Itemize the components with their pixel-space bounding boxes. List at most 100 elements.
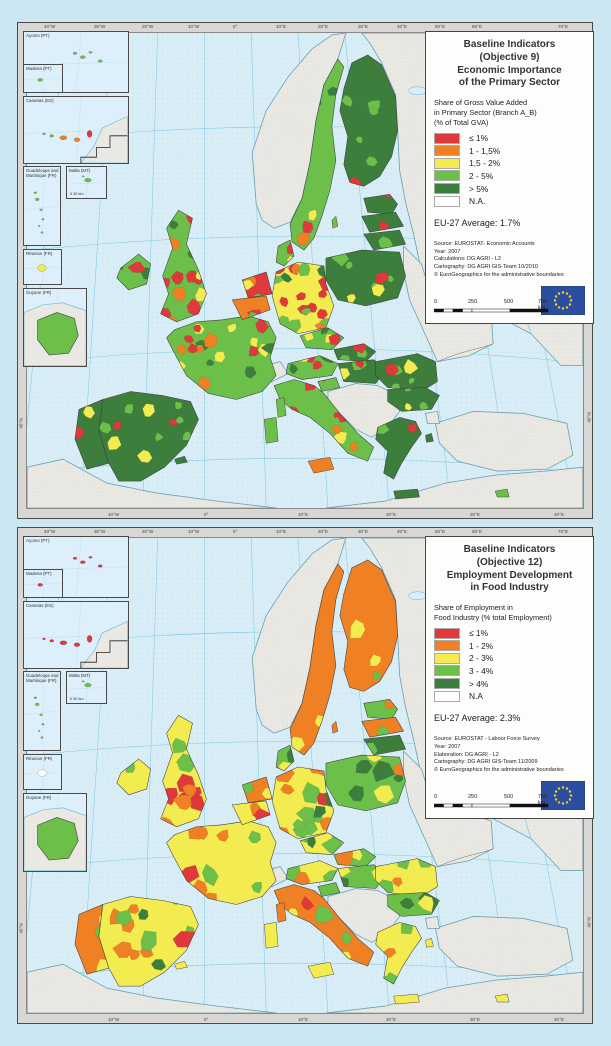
region-PL	[325, 250, 406, 306]
tick-longitude: 10°E	[298, 1017, 309, 1022]
legend-subtitle: Share of Employment in Food Industry (% t…	[434, 603, 585, 623]
region-FR	[166, 315, 277, 400]
region-FI	[339, 559, 398, 692]
scale-bar: 0 250 500 750 km	[434, 298, 549, 315]
region-SK	[333, 848, 376, 867]
scale-tick-label: 500	[504, 298, 514, 305]
legend-title-line: of the Primary Sector	[458, 77, 561, 89]
inset-island	[73, 642, 81, 647]
legend-class-row: 1 - 1,5%	[434, 145, 585, 157]
inset-scale-label: 0 30 km	[70, 192, 84, 196]
legend-color-swatch	[434, 652, 460, 664]
region-DE	[272, 262, 334, 334]
legend-title-line: (Objective 12)	[476, 556, 543, 568]
tick-longitude: 40°E	[554, 512, 565, 517]
tick-longitude: 20°E	[318, 529, 329, 534]
inset-label-madeira: Madeira (PT)	[26, 66, 52, 71]
inset-island	[81, 680, 85, 683]
lake	[408, 86, 427, 95]
source-line: Elaboration: DG AGRI - L2	[434, 751, 499, 758]
scale-bar: 0 250 500 750 km	[434, 793, 549, 810]
inset-island	[80, 55, 86, 59]
legend-color-swatch	[434, 183, 460, 195]
tick-longitude: 0°	[204, 1017, 209, 1022]
inset-map-madeira	[24, 570, 62, 597]
inset-label-guadeloupe-martinique: Guadeloupe and Martinique (FR)	[26, 673, 59, 684]
inset-island	[84, 683, 92, 688]
inset-label-reunion: Réunion (FR)	[26, 756, 53, 761]
island-sicily	[307, 456, 335, 474]
inset-guyane: Guyane (FR)	[23, 288, 87, 367]
region-SI	[317, 882, 340, 897]
inset-island	[39, 713, 43, 716]
tick-longitude: 10°W	[108, 1017, 120, 1022]
region-UK	[160, 715, 207, 827]
tick-longitude: 30°W	[94, 529, 106, 534]
tick-longitude: 40°E	[397, 24, 408, 29]
inset-map-reunion	[24, 755, 61, 789]
inset-label-canarias: Canarias (ES)	[26, 98, 54, 103]
inset-canarias: Canarias (ES)	[23, 96, 129, 164]
source-line: © EuroGeographics for the administrative…	[434, 766, 564, 773]
island-crete	[393, 993, 420, 1005]
africa-coast	[80, 115, 128, 163]
scale-bar-graphic	[434, 308, 549, 312]
inset-madeira: Madeira (PT)	[23, 64, 63, 93]
tick-longitude: 10°W	[188, 529, 200, 534]
legend-class-row: N.A	[434, 690, 585, 702]
tick-longitude: 0°	[233, 24, 238, 29]
inset-island	[80, 560, 86, 564]
legend-subtitle-line: (% of Total GVA)	[434, 118, 489, 128]
legend-title-line: Employment Development	[446, 569, 573, 581]
source-line: Year: 2007	[434, 743, 461, 750]
guyane-region	[37, 817, 79, 861]
tick-longitude: 30°W	[94, 24, 106, 29]
inset-map-malta	[67, 167, 106, 198]
island-gotland	[331, 215, 339, 229]
eu-flag-icon	[541, 780, 585, 810]
inset-island	[41, 723, 45, 726]
source-block: Source: EUROSTAT- Economic Accounts Year:…	[434, 241, 585, 279]
legend-footer: 0 250 500 750 km	[434, 780, 585, 810]
scale-tick-label: 0	[434, 793, 438, 800]
tick-longitude: 20°W	[142, 24, 154, 29]
tick-longitude: 70°E	[558, 24, 569, 29]
eu-average-text: EU-27 Average: 1.7%	[434, 218, 521, 229]
island-crete	[393, 488, 420, 500]
inset-label-reunion: Réunion (FR)	[26, 251, 53, 256]
legend-class-label: 2 - 3%	[469, 653, 494, 664]
inset-island	[37, 78, 43, 82]
inset-island	[33, 191, 37, 194]
inset-island	[40, 736, 44, 739]
inset-map-guyane	[24, 794, 86, 871]
tick-longitude: 30°E	[470, 512, 481, 517]
tick-longitude: 10°E	[276, 529, 287, 534]
legend-title-line: Baseline Indicators	[463, 39, 556, 50]
inset-label-canarias: Canarias (ES)	[26, 603, 54, 608]
tick-latitude: 40°N	[18, 418, 24, 429]
legend-class-label: > 5%	[469, 183, 489, 194]
inset-island	[97, 564, 103, 568]
inset-island	[81, 175, 85, 178]
inset-label-malta: Malta (MT)	[69, 673, 91, 678]
inset-island	[72, 556, 78, 560]
inset-label-madeira: Madeira (PT)	[26, 571, 52, 576]
scale-bar-graphic	[434, 803, 549, 807]
inset-malta: Malta (MT) 0 30 km	[66, 671, 107, 704]
legend-color-swatch	[434, 640, 460, 652]
legend-color-swatch	[434, 678, 460, 690]
legend-class-row: 1 - 2%	[434, 640, 585, 652]
inset-island	[38, 224, 41, 227]
scale-tick-label: 500	[504, 793, 514, 800]
inset-malta: Malta (MT) 0 30 km	[66, 166, 107, 199]
guyane-region	[37, 312, 79, 356]
africa-coast	[80, 620, 128, 668]
legend-title-line: Baseline Indicators	[463, 544, 556, 555]
island-corsica	[275, 397, 287, 418]
region-LV	[361, 717, 404, 738]
inset-canarias: Canarias (ES)	[23, 601, 129, 669]
inset-map-malta	[67, 672, 106, 703]
legend-class-label: N.A.	[469, 196, 486, 207]
inset-island	[86, 130, 93, 138]
source-line: Cartography: DG AGRI GIS-Team 11/2009	[434, 759, 538, 766]
